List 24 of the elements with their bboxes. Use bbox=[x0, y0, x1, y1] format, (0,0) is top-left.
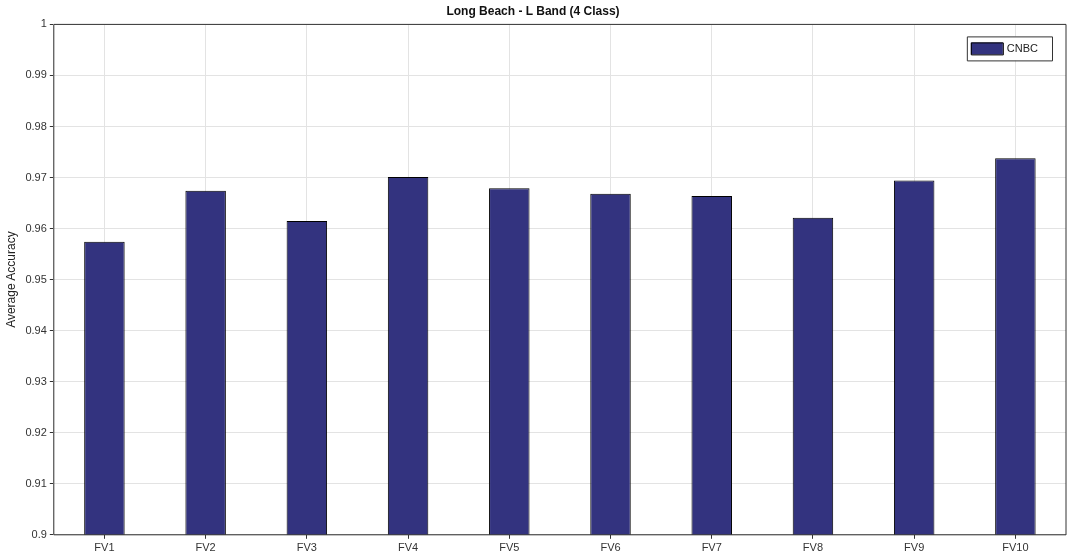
x-tick-label: FV9 bbox=[904, 541, 925, 554]
legend-label: CNBC bbox=[1006, 42, 1039, 55]
y-tick-label: 0.9 bbox=[31, 527, 47, 540]
x-tick-label: FV6 bbox=[600, 541, 621, 554]
y-tick-label: 0.94 bbox=[25, 323, 47, 336]
x-tick-label: FV10 bbox=[1002, 541, 1029, 554]
x-tick-label: FV2 bbox=[195, 541, 216, 554]
y-tick-label: 0.96 bbox=[25, 221, 47, 234]
x-tick-label: FV5 bbox=[499, 541, 520, 554]
x-tick-label: FV8 bbox=[802, 541, 824, 554]
y-tick-label: 0.92 bbox=[25, 425, 47, 438]
y-tick-label: 0.99 bbox=[25, 68, 47, 81]
y-tick-label: 0.93 bbox=[25, 374, 47, 387]
x-tick-label: FV1 bbox=[94, 541, 115, 554]
y-tick-label: 0.98 bbox=[25, 119, 47, 132]
y-tick-label: 1 bbox=[40, 17, 47, 30]
x-tick-label: FV3 bbox=[296, 541, 317, 554]
x-tick-label: FV7 bbox=[701, 541, 722, 554]
y-axis-title: Average Accuracy bbox=[3, 231, 18, 328]
y-tick-label: 0.97 bbox=[25, 170, 47, 183]
y-tick-label: 0.91 bbox=[25, 476, 47, 489]
chart-title: Long Beach - L Band (4 Class) bbox=[446, 3, 620, 18]
x-tick-label: FV4 bbox=[397, 541, 419, 554]
y-tick-label: 0.95 bbox=[25, 272, 47, 285]
